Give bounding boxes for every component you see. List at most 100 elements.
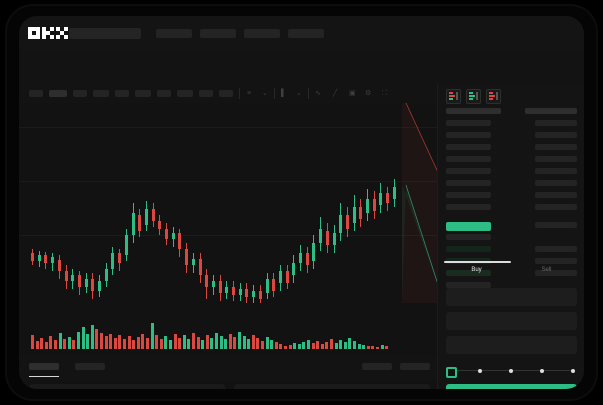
candle-group xyxy=(31,103,34,303)
candle-group xyxy=(218,103,222,303)
chart-type-icon[interactable]: ▌ xyxy=(281,90,286,97)
total-field[interactable] xyxy=(446,336,577,354)
volume-bar xyxy=(67,337,71,349)
okx-logo[interactable] xyxy=(28,27,68,39)
candlestick-chart[interactable] xyxy=(19,103,437,303)
volume-bar xyxy=(265,337,269,349)
orderbook-mode-both[interactable] xyxy=(446,89,461,104)
buy-sell-tabs: Buy Sell xyxy=(438,260,584,284)
bottom-panel-left[interactable] xyxy=(29,384,225,389)
candle-group xyxy=(131,103,135,303)
candle-body xyxy=(144,209,148,225)
timeframe-9[interactable] xyxy=(199,90,213,97)
volume-bar xyxy=(109,334,113,349)
chevron-down-icon[interactable]: ⌄ xyxy=(262,90,268,97)
timeframe-8[interactable] xyxy=(177,90,193,97)
candle-body xyxy=(392,187,396,199)
place-order-button[interactable] xyxy=(446,384,577,389)
nav-item-3[interactable] xyxy=(244,29,280,38)
indicator-icon[interactable]: ≡ xyxy=(247,90,252,97)
orderbook-rows[interactable] xyxy=(438,108,584,288)
slider-handle[interactable] xyxy=(446,367,457,378)
volume-bar xyxy=(242,336,246,349)
candle-group xyxy=(124,103,128,303)
candle-group xyxy=(37,103,41,303)
candle-body xyxy=(332,233,336,245)
bottom-action-1[interactable] xyxy=(362,363,392,370)
bottom-panel-right[interactable] xyxy=(234,384,430,389)
candle-group xyxy=(238,103,242,303)
orderbook-row xyxy=(446,120,491,126)
candle-body xyxy=(31,253,34,261)
candle-group xyxy=(64,103,68,303)
bottom-tab-2[interactable] xyxy=(75,363,105,370)
candle-body xyxy=(111,253,115,269)
orderbook-mode-bids[interactable] xyxy=(466,89,481,104)
timeframe-2[interactable] xyxy=(49,90,67,97)
volume-bar xyxy=(302,342,306,349)
camera-icon[interactable]: ▣ xyxy=(349,90,356,97)
candle-group xyxy=(372,103,376,303)
volume-bar xyxy=(35,341,39,349)
volume-bar xyxy=(44,342,48,349)
volume-bar xyxy=(201,340,205,349)
orderbook-and-order-form: Buy Sell xyxy=(437,84,584,389)
pencil-icon[interactable]: ╱ xyxy=(333,90,338,97)
volume-bar xyxy=(353,341,356,349)
candle-group xyxy=(185,103,189,303)
amount-percent-slider[interactable] xyxy=(446,366,577,378)
candle-group xyxy=(77,103,81,303)
candle-body xyxy=(325,231,329,245)
timeframe-3[interactable] xyxy=(73,90,87,97)
volume-bar xyxy=(104,336,108,349)
candle-group xyxy=(138,103,142,303)
slider-node-25[interactable] xyxy=(478,368,482,373)
volume-bar xyxy=(155,335,159,349)
nav-search-skeleton[interactable] xyxy=(69,28,141,39)
tab-buy[interactable]: Buy xyxy=(471,267,482,273)
candle-body xyxy=(44,255,48,263)
volume-bar xyxy=(348,338,352,349)
candle-body xyxy=(71,275,75,281)
volume-bar xyxy=(182,335,186,349)
timeframe-4[interactable] xyxy=(93,90,109,97)
timeframe-7[interactable] xyxy=(157,90,171,97)
timeframe-5[interactable] xyxy=(115,90,129,97)
fullscreen-icon[interactable]: ⛶ xyxy=(382,90,387,97)
volume-bar xyxy=(320,344,324,349)
volume-bar xyxy=(192,333,195,349)
line-tool-icon[interactable]: ∿ xyxy=(315,90,321,97)
volume-bar xyxy=(316,341,320,349)
nav-item-1[interactable] xyxy=(156,29,192,38)
timeframe-6[interactable] xyxy=(135,90,151,97)
bottom-tab-1[interactable] xyxy=(29,363,59,370)
volume-histogram xyxy=(19,303,437,355)
chevron-down-icon-2[interactable]: ⌄ xyxy=(296,90,302,97)
settings-icon[interactable]: ⚙ xyxy=(365,90,372,97)
volume-bar xyxy=(219,336,223,349)
timeframe-1[interactable] xyxy=(29,90,43,97)
slider-node-75[interactable] xyxy=(540,368,544,373)
volume-bar xyxy=(233,337,237,349)
candle-body xyxy=(372,199,376,211)
timeframe-10[interactable] xyxy=(219,90,233,97)
bottom-action-2[interactable] xyxy=(400,363,430,370)
candle-body xyxy=(285,271,289,283)
candle-group xyxy=(245,103,249,303)
tab-sell[interactable]: Sell xyxy=(541,267,552,273)
chart-gridline xyxy=(19,181,437,182)
nav-item-4[interactable] xyxy=(288,29,324,38)
volume-bar xyxy=(339,340,343,349)
price-field[interactable] xyxy=(446,288,577,306)
slider-node-50[interactable] xyxy=(509,368,513,373)
slider-node-100[interactable] xyxy=(571,368,575,373)
candle-body xyxy=(379,193,383,205)
amount-field[interactable] xyxy=(446,312,577,330)
nav-item-2[interactable] xyxy=(200,29,236,38)
candle-body xyxy=(272,279,276,291)
candle-body xyxy=(352,207,356,223)
candle-body xyxy=(118,253,122,263)
volume-bar xyxy=(173,334,177,349)
orderbook-mode-asks[interactable] xyxy=(486,89,501,104)
orderbook-row-right xyxy=(535,120,577,126)
